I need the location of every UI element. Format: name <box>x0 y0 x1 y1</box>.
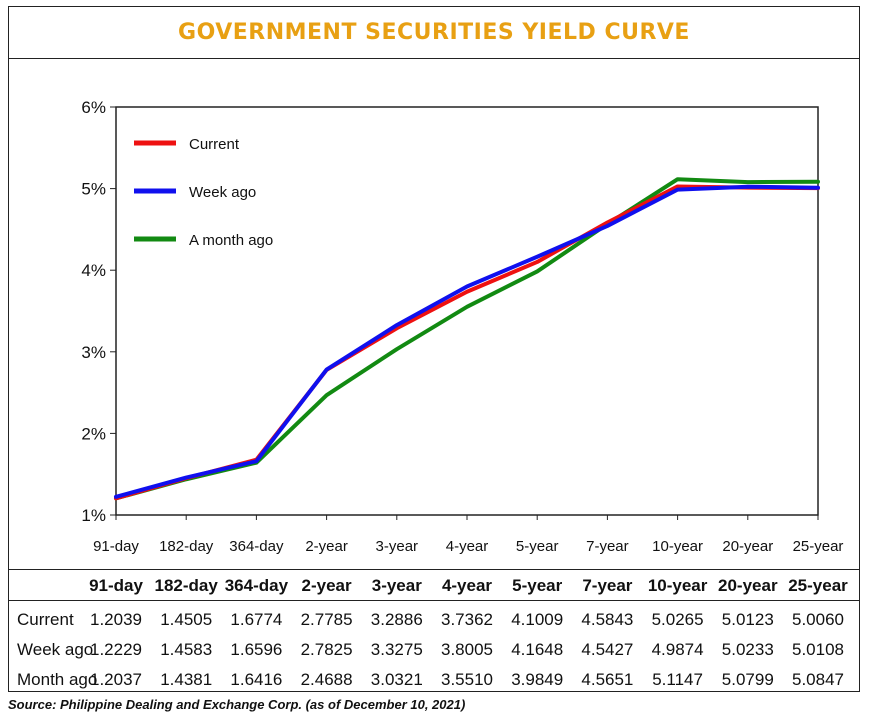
table-header-cell: 364-day <box>224 576 289 595</box>
table-header-cell: 5-year <box>512 576 563 595</box>
table-row: Current 1.2039 1.4505 1.6774 2.7785 3.2886 3.7… <box>9 604 859 635</box>
table-cell: 1.4505 <box>160 610 213 629</box>
table-cell: 5.0123 <box>721 610 774 629</box>
table-cell: 3.0321 <box>370 670 423 689</box>
table-cell: 5.0233 <box>721 640 774 659</box>
x-tick-label: 5-year <box>516 538 559 555</box>
legend-label: A month ago <box>189 232 273 249</box>
table-cell: 3.3275 <box>370 640 423 659</box>
x-tick-label: 10-year <box>652 538 703 555</box>
table-row: Week ago 1.2229 1.4583 1.6596 2.7825 3.3275 3.… <box>9 634 859 665</box>
table-row-label: Month ago <box>17 670 98 689</box>
x-tick-label: 3-year <box>376 538 419 555</box>
table-cell: 3.9849 <box>511 670 564 689</box>
table-cell: 3.5510 <box>441 670 493 689</box>
y-tick-label: 6% <box>81 98 106 117</box>
table-header-cell: 4-year <box>441 576 493 595</box>
table-cell: 5.0108 <box>792 640 844 659</box>
legend-label: Current <box>189 136 240 153</box>
table-cell: 1.6774 <box>230 610 283 629</box>
table-cell: 2.7825 <box>300 640 353 659</box>
table-cell: 1.2039 <box>90 610 142 629</box>
table-cell: 5.0847 <box>792 670 844 689</box>
table-cell: 1.6596 <box>230 640 283 659</box>
series-line-week-ago <box>114 184 820 499</box>
x-tick-label: 25-year <box>793 538 844 555</box>
x-tick-label: 182-day <box>159 538 214 555</box>
table-cell: 2.7785 <box>300 610 353 629</box>
table-cell: 3.8005 <box>441 640 493 659</box>
y-tick-label: 3% <box>81 343 106 362</box>
table-cell: 5.0060 <box>792 610 844 629</box>
table-cell: 1.6416 <box>230 670 283 689</box>
table-row-label: Current <box>17 610 74 629</box>
table-header-cell: 2-year <box>301 576 352 595</box>
table-cell: 4.5427 <box>581 640 634 659</box>
table-header-cell: 182-day <box>154 576 218 595</box>
table-row: Month ago 1.2037 1.4381 1.6416 2.4688 3.0321 3… <box>9 664 859 695</box>
chart-frame: GOVERNMENT SECURITIES YIELD CURVE 1% 2% 3%… <box>8 6 860 692</box>
table-header-cell: 25-year <box>788 576 848 595</box>
table-cell: 4.5843 <box>581 610 634 629</box>
table-header-row: 91-day 182-day 364-day 2-year 3-year 4-year 5-… <box>9 570 859 601</box>
table-cell: 1.4381 <box>160 670 213 689</box>
series-line-a-month-ago <box>114 177 820 501</box>
yield-table: 91-day 182-day 364-day 2-year 3-year 4-year 5-… <box>9 569 859 693</box>
x-tick-label: 2-year <box>305 538 348 555</box>
table-cell: 4.1648 <box>511 640 564 659</box>
plot-area <box>115 106 819 516</box>
table-cell: 5.0265 <box>651 610 704 629</box>
table-header-cell: 7-year <box>582 576 633 595</box>
title-bar: GOVERNMENT SECURITIES YIELD CURVE <box>9 7 859 59</box>
table-cell: 5.0799 <box>721 670 774 689</box>
table-cell: 4.9874 <box>651 640 704 659</box>
table-cell: 4.1009 <box>511 610 564 629</box>
table-cell: 5.1147 <box>652 670 703 689</box>
table-cell: 2.4688 <box>300 670 353 689</box>
y-tick-label: 5% <box>81 180 106 199</box>
table-row-label: Week ago <box>17 640 94 659</box>
x-tick-label: 91-day <box>93 538 139 555</box>
legend-label: Week ago <box>189 184 256 201</box>
x-tick-label: 364-day <box>229 538 284 555</box>
x-tick-label: 4-year <box>446 538 489 555</box>
y-tick-label: 2% <box>81 424 106 443</box>
source-note: Source: Philippine Dealing and Exchange … <box>8 697 466 712</box>
x-tick-label: 7-year <box>586 538 629 555</box>
y-tick-label: 1% <box>81 506 106 525</box>
table-header-cell: 20-year <box>718 576 778 595</box>
yield-curve-chart: 1% 2% 3% 4% 5% 6% 91-day 182-day 364-day 2-year 3-… <box>81 98 844 555</box>
page-title: GOVERNMENT SECURITIES YIELD CURVE <box>178 20 690 45</box>
table-header-cell: 91-day <box>89 576 143 595</box>
x-tick-label: 20-year <box>722 538 773 555</box>
table-cell: 1.2229 <box>90 640 142 659</box>
table-cell: 4.5651 <box>581 670 634 689</box>
table-cell: 3.7362 <box>441 610 493 629</box>
y-tick-label: 4% <box>81 261 106 280</box>
table-cell: 3.2886 <box>370 610 423 629</box>
table-cell: 1.2037 <box>90 670 142 689</box>
table-cell: 1.4583 <box>160 640 213 659</box>
table-header-cell: 3-year <box>371 576 422 595</box>
table-header-cell: 10-year <box>647 576 708 595</box>
